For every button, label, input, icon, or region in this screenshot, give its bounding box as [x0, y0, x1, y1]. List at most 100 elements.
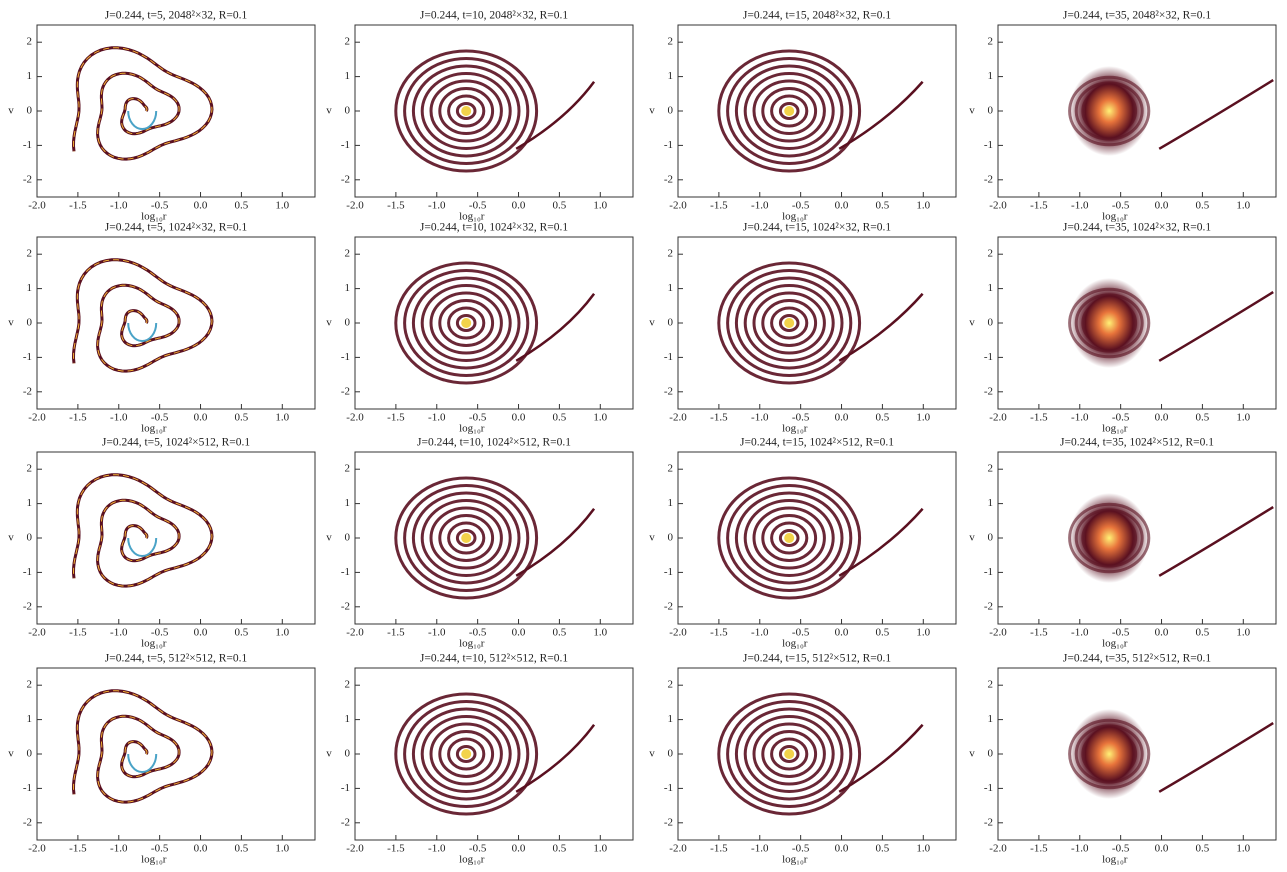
density-pattern [734, 491, 844, 585]
x-tick-label: -1.0 [428, 843, 446, 855]
x-tick-label: -0.5 [792, 200, 810, 212]
chart-title: J=0.244, t=10, 512²×512, R=0.1 [420, 653, 568, 665]
x-tick-label: 0.0 [512, 627, 526, 639]
y-tick-label: 0 [668, 532, 674, 544]
x-tick-label: -2.0 [989, 200, 1007, 212]
y-tick-label: 1 [345, 497, 351, 509]
x-tick-label: -0.5 [469, 200, 487, 212]
y-axis-label: v [969, 105, 975, 117]
x-tick-label: 0.5 [876, 627, 890, 639]
y-tick-label: 0 [27, 317, 33, 329]
x-tick-label: -2.0 [669, 843, 687, 855]
x-tick-label: -1.0 [428, 627, 446, 639]
x-tick-label: 0.5 [553, 843, 567, 855]
density-pattern [717, 476, 862, 600]
x-tick-label: 1.0 [275, 843, 289, 855]
density-pattern [752, 722, 826, 786]
y-axis-label: v [8, 532, 14, 544]
density-pattern [838, 80, 924, 150]
x-tick-label: 1.0 [916, 627, 930, 639]
y-axis-label: v [8, 105, 14, 117]
density-pattern [515, 81, 596, 150]
density-pattern [770, 94, 809, 128]
y-tick-label: -2 [23, 385, 32, 397]
x-tick-label: -2.0 [346, 200, 364, 212]
y-axis-label: v [326, 748, 332, 760]
density-pattern [429, 291, 503, 355]
x-tick-label: -1.5 [1030, 412, 1048, 424]
density-pattern [734, 276, 844, 370]
x-tick-label: 1.0 [275, 627, 289, 639]
x-axis-label: log₁₀r [782, 211, 808, 223]
density-pattern [72, 474, 213, 587]
y-tick-label: -1 [23, 139, 32, 151]
y-tick-label: 0 [988, 748, 994, 760]
density-pattern [734, 707, 844, 801]
x-axis-label: log₁₀r [459, 638, 485, 650]
x-tick-label: -1.5 [69, 412, 87, 424]
x-tick-label: -1.0 [110, 627, 128, 639]
x-tick-label: -1.5 [710, 843, 728, 855]
panel: J=0.244, t=15, 512²×512, R=0.1 -2.0 -1.5 -1… [649, 653, 957, 866]
density-pattern [394, 692, 539, 816]
x-axis-label: log₁₀r [459, 423, 485, 435]
y-tick-label: 2 [345, 463, 351, 475]
chart-title: J=0.244, t=35, 1024²×32, R=0.1 [1063, 222, 1211, 234]
x-tick-label: 0.5 [1196, 627, 1210, 639]
y-tick-label: 2 [345, 679, 351, 691]
y-tick-label: 2 [668, 463, 674, 475]
x-tick-label: 0.0 [194, 200, 208, 212]
y-tick-label: -2 [23, 173, 32, 185]
y-tick-label: 1 [988, 282, 994, 294]
x-tick-label: 0.5 [1196, 412, 1210, 424]
y-tick-label: -1 [341, 566, 350, 578]
panel: J=0.244, t=15, 2048²×32, R=0.1 -2.0 -1.5 -1… [649, 10, 957, 223]
density-pattern [411, 64, 521, 158]
y-axis-label: v [649, 317, 655, 329]
y-tick-label: 0 [345, 748, 351, 760]
density-pattern [752, 291, 826, 355]
density-pattern [761, 514, 818, 562]
density-pattern [778, 529, 800, 547]
x-tick-label: 1.0 [1236, 627, 1250, 639]
density-pattern [726, 269, 853, 377]
y-tick-label: -2 [984, 600, 993, 612]
x-tick-label: 1.0 [1236, 200, 1250, 212]
density-pattern [438, 514, 495, 562]
density-pattern [784, 106, 795, 116]
y-tick-label: 0 [345, 532, 351, 544]
y-tick-label: 1 [988, 497, 994, 509]
density-pattern [71, 689, 214, 804]
x-tick-label: 0.0 [1155, 843, 1169, 855]
x-tick-label: -2.0 [28, 200, 46, 212]
x-tick-label: 1.0 [916, 843, 930, 855]
density-pattern [127, 753, 158, 773]
y-tick-label: -1 [341, 351, 350, 363]
y-tick-label: -1 [984, 566, 993, 578]
x-tick-label: -1.5 [387, 200, 405, 212]
y-tick-label: -2 [984, 816, 993, 828]
x-tick-label: -1.5 [710, 412, 728, 424]
x-axis-label: log₁₀r [782, 638, 808, 650]
density-pattern [1069, 66, 1150, 156]
y-tick-label: 2 [27, 36, 33, 48]
y-tick-label: 2 [345, 36, 351, 48]
y-tick-label: -2 [341, 385, 350, 397]
density-pattern [447, 306, 486, 340]
density-pattern [403, 700, 530, 808]
x-tick-label: 0.5 [876, 412, 890, 424]
density-pattern [403, 57, 530, 165]
y-tick-label: 1 [668, 497, 674, 509]
density-pattern [127, 537, 158, 557]
density-pattern [72, 690, 213, 803]
density-pattern [743, 284, 835, 362]
density-pattern [71, 258, 214, 373]
density-pattern [770, 521, 809, 555]
y-tick-label: -1 [23, 566, 32, 578]
density-pattern [752, 79, 826, 143]
x-tick-label: 0.0 [194, 627, 208, 639]
y-tick-label: 0 [27, 748, 33, 760]
x-tick-label: -1.5 [1030, 627, 1048, 639]
y-tick-label: 2 [988, 679, 994, 691]
y-tick-label: -1 [341, 782, 350, 794]
